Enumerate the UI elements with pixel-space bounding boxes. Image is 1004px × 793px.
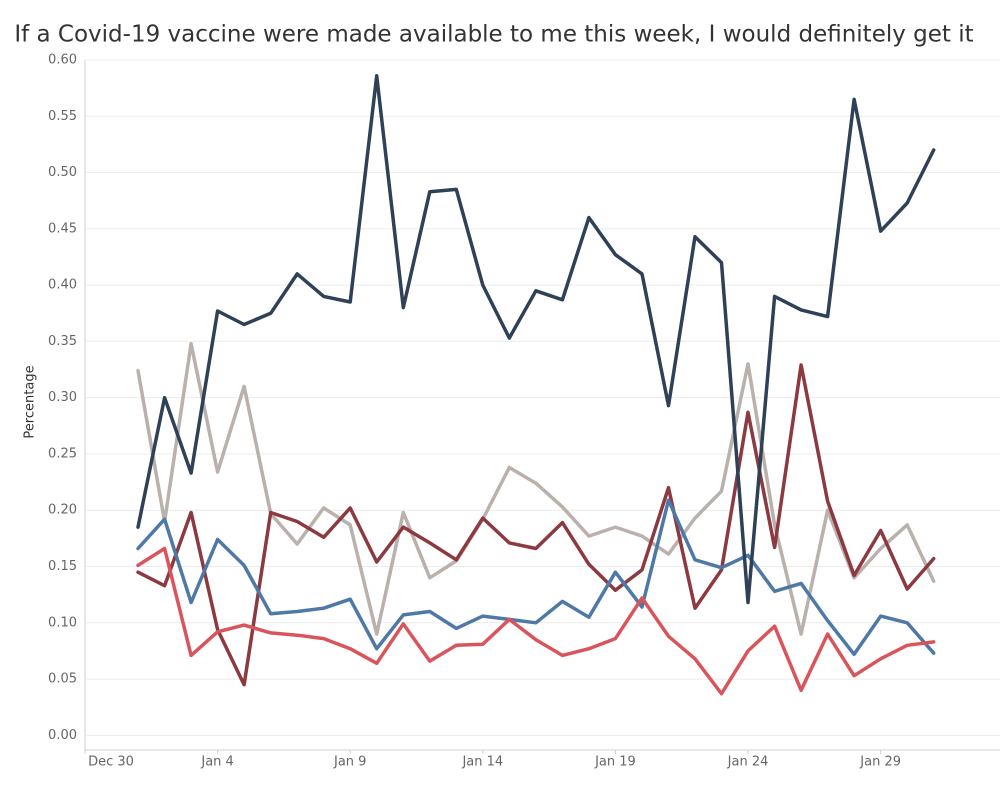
y-tick-label: 0.05 [48,672,77,687]
y-tick-label: 0.20 [48,503,77,518]
x-tick-label: Jan 14 [461,755,503,770]
y-tick-label: 0.35 [48,334,77,349]
y-tick-label: 0.55 [48,109,77,124]
series-line [136,498,936,657]
x-tick-label: Jan 9 [333,755,366,770]
y-tick-label: 0.40 [48,278,77,293]
y-tick-label: 0.60 [48,53,77,68]
x-tick-label: Jan 24 [727,755,769,770]
y-tick-label: 0.15 [48,559,77,574]
chart-title: If a Covid-19 vaccine were made availabl… [14,22,973,48]
y-tick-label: 0.45 [48,221,77,236]
y-tick-label: 0.00 [48,728,77,743]
series-line [136,546,936,696]
grid [85,59,1000,736]
series-line [136,74,936,605]
x-tick-label: Jan 19 [594,755,636,770]
y-tick-label: 0.25 [48,446,77,461]
x-tick-label: Jan 4 [200,755,233,770]
series-line [136,363,936,687]
x-tick-label: Jan 29 [859,755,901,770]
y-tick-label: 0.30 [48,390,77,405]
y-tick-label: 0.10 [48,615,77,630]
y-axis-label: Percentage [23,365,38,438]
y-tick-label: 0.50 [48,165,77,180]
x-tick-label: Dec 30 [88,755,134,770]
lines [136,74,936,696]
